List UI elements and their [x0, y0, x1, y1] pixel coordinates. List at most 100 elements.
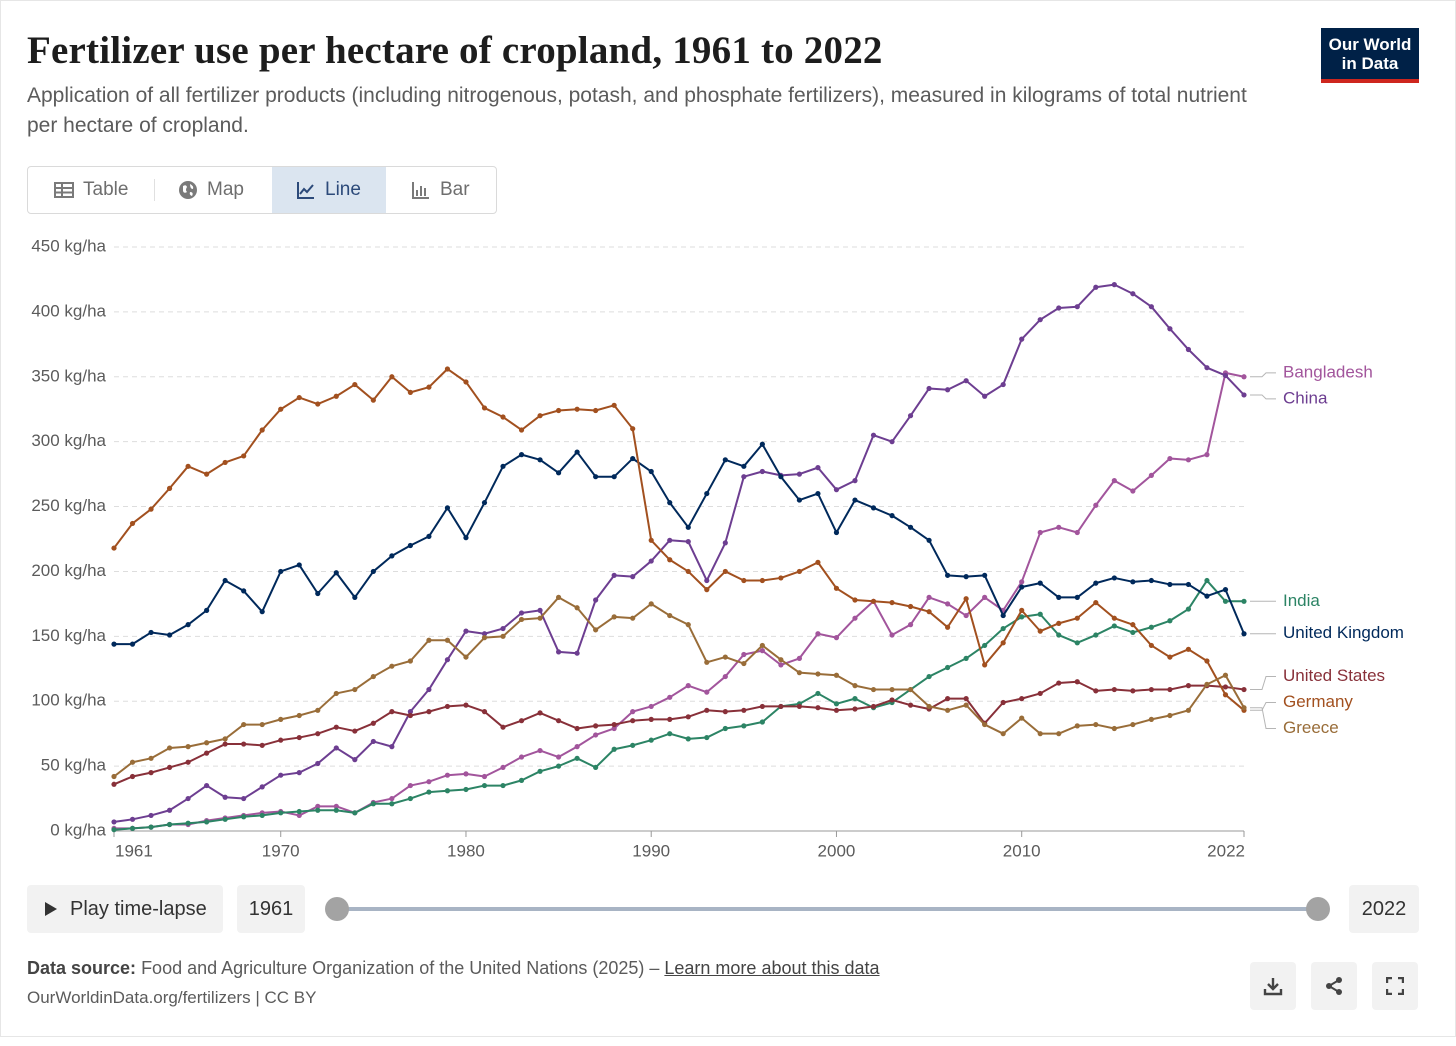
data-point — [889, 439, 895, 445]
data-point — [148, 629, 154, 636]
x-tick-label: 2000 — [818, 841, 856, 860]
y-tick-label: 0 kg/ha — [50, 820, 106, 839]
data-point — [870, 598, 877, 604]
tab[interactable]: Map — [155, 167, 271, 213]
data-point — [518, 616, 525, 623]
data-point — [630, 709, 636, 715]
data-point — [222, 794, 228, 800]
data-point — [1037, 731, 1043, 737]
tab-label: Map — [207, 179, 244, 200]
logo[interactable]: Our World in Data — [1321, 28, 1419, 83]
data-point — [352, 381, 358, 388]
data-point — [537, 457, 543, 463]
data-point — [1111, 725, 1117, 732]
data-point — [537, 768, 543, 774]
data-point — [1130, 488, 1136, 494]
data-point — [1019, 715, 1025, 721]
data-point — [222, 816, 228, 822]
data-point — [611, 474, 617, 480]
data-point — [407, 542, 413, 549]
data-point — [926, 594, 932, 601]
data-point — [1130, 721, 1136, 728]
data-point — [555, 649, 562, 655]
data-point — [778, 575, 784, 581]
chart-title: Fertilizer use per hectare of cropland, … — [27, 29, 883, 72]
data-point — [241, 721, 247, 728]
data-point — [778, 657, 784, 663]
source-url[interactable]: OurWorldinData.org/fertilizers | CC BY — [27, 988, 317, 1007]
data-point — [1037, 690, 1043, 697]
data-point — [185, 622, 191, 628]
data-point — [1111, 282, 1117, 288]
end-year[interactable]: 2022 — [1349, 885, 1419, 933]
logo-line: Our World — [1328, 35, 1412, 54]
data-point — [926, 537, 932, 543]
tab[interactable]: Table — [28, 167, 154, 213]
data-point — [537, 615, 543, 621]
data-point — [148, 755, 154, 761]
slider-handle[interactable] — [1306, 897, 1330, 921]
series-line — [113, 596, 1245, 778]
data-point — [333, 807, 339, 813]
data-point — [796, 568, 803, 575]
data-point — [1222, 598, 1229, 604]
data-point — [500, 724, 506, 730]
data-point — [1185, 707, 1192, 713]
data-point — [722, 725, 728, 732]
slider-track[interactable] — [337, 907, 1319, 911]
data-point — [833, 585, 840, 591]
share-button[interactable] — [1311, 962, 1357, 1010]
data-point — [1093, 502, 1099, 508]
data-point — [1241, 598, 1247, 604]
fullscreen-button[interactable] — [1372, 962, 1418, 1010]
data-point — [982, 393, 988, 399]
data-point — [1074, 304, 1080, 310]
data-point — [1204, 452, 1210, 458]
data-point — [722, 709, 728, 715]
tab[interactable]: Bar — [386, 167, 496, 213]
data-point — [222, 459, 228, 466]
data-point — [426, 789, 432, 795]
data-point — [945, 601, 951, 607]
data-point — [815, 690, 821, 697]
start-year[interactable]: 1961 — [237, 885, 305, 933]
data-point — [574, 449, 580, 455]
data-point — [1241, 631, 1247, 637]
data-point — [704, 577, 710, 584]
data-point — [704, 587, 710, 593]
data-point — [1185, 457, 1192, 463]
data-point — [963, 655, 969, 661]
data-point — [648, 601, 654, 607]
data-point — [648, 703, 654, 710]
data-point — [259, 784, 265, 790]
data-point — [704, 490, 710, 497]
data-point — [555, 718, 562, 724]
data-point — [204, 782, 210, 789]
data-point — [166, 485, 173, 491]
data-point — [778, 662, 784, 668]
data-point — [1167, 618, 1173, 624]
data-point — [129, 773, 136, 780]
data-point — [759, 577, 765, 584]
data-point — [426, 533, 432, 540]
data-point — [611, 725, 617, 732]
data-point — [1241, 374, 1247, 380]
data-point — [111, 545, 117, 551]
tab[interactable]: Line — [272, 167, 386, 213]
data-point — [241, 588, 247, 594]
slider-handle[interactable] — [325, 897, 349, 921]
data-point — [1000, 612, 1006, 619]
data-point — [352, 594, 358, 601]
data-point — [574, 605, 580, 611]
play-label: Play time-lapse — [70, 898, 207, 920]
data-point — [1185, 606, 1192, 612]
data-point — [296, 734, 302, 741]
data-point — [926, 703, 932, 710]
play-button[interactable]: Play time-lapse — [27, 885, 223, 933]
source-link[interactable]: Learn more about this data — [664, 958, 880, 978]
data-point — [611, 721, 617, 728]
data-point — [1074, 594, 1080, 601]
download-button[interactable] — [1250, 962, 1296, 1010]
data-point — [444, 657, 451, 663]
